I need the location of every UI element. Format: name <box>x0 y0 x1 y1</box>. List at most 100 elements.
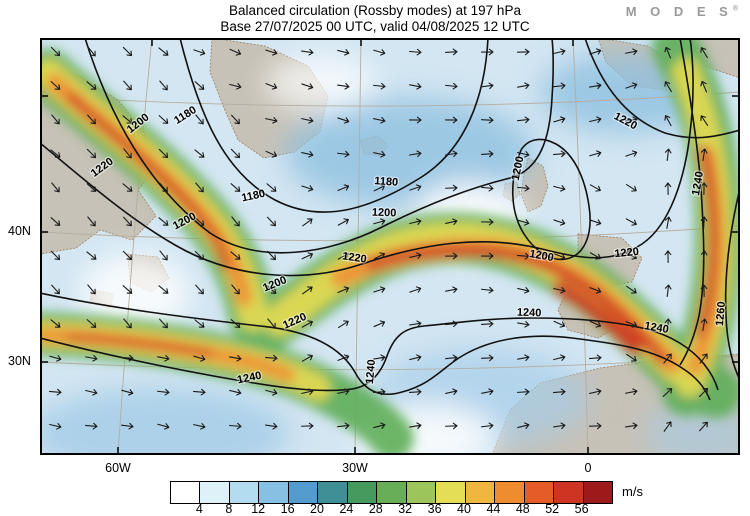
modes-logo-mark: ® <box>732 5 738 13</box>
wind-arrow <box>265 117 278 124</box>
colorbar-segment <box>524 482 555 503</box>
colorbar-segment <box>495 482 525 503</box>
wind-arrow <box>444 422 458 430</box>
colorbar-tick-label: 40 <box>457 502 471 516</box>
lat-label: 40N <box>8 224 31 238</box>
wind-arrow <box>122 250 133 261</box>
wind-arrow <box>553 48 566 55</box>
wind-arrow <box>230 148 241 159</box>
wind-arrow <box>265 150 278 158</box>
contour-label: 1240 <box>643 320 669 336</box>
wind-arrow <box>552 388 566 396</box>
wind-arrow <box>85 354 98 362</box>
wind-arrow <box>301 48 314 56</box>
wind-arrow <box>589 219 602 226</box>
wind-arrow <box>158 285 169 294</box>
arrows-layer <box>48 46 709 432</box>
lon-label: 30W <box>342 461 368 475</box>
wind-arrow <box>625 320 638 328</box>
wind-arrow <box>553 320 566 328</box>
wind-arrow <box>373 422 386 429</box>
wind-arrow <box>700 115 709 126</box>
wind-arrow <box>625 388 638 396</box>
wind-arrow <box>699 353 708 364</box>
wind-arrow <box>445 150 458 158</box>
wind-arrow <box>51 114 60 125</box>
wind-arrow <box>337 184 350 192</box>
wind-arrow <box>481 388 494 396</box>
wind-arrow <box>301 117 314 124</box>
chart-subtitle: Base 27/07/2025 00 UTC, valid 04/08/2025… <box>220 19 530 34</box>
wind-arrow <box>517 219 530 226</box>
wind-arrow <box>700 216 708 230</box>
wind-arrow <box>265 389 278 396</box>
wind-arrow <box>664 46 672 59</box>
contour-label: 1180 <box>374 175 399 189</box>
wind-arrow <box>409 252 422 259</box>
wind-arrow <box>336 150 350 158</box>
wind-arrow <box>664 81 672 93</box>
colorbar-segment <box>288 482 319 503</box>
wind-arrow <box>409 82 422 90</box>
wind-arrow <box>663 353 672 364</box>
wind-arrow <box>445 218 458 225</box>
wind-arrow <box>86 81 97 90</box>
wind-arrow <box>302 218 313 227</box>
modes-logo-text: M O D E S <box>625 4 733 19</box>
wind-arrow <box>123 318 132 329</box>
contour-label: 1240 <box>690 170 706 196</box>
wind-arrow <box>301 252 314 260</box>
colorbar-segment <box>554 482 584 503</box>
wind-arrow <box>700 148 708 161</box>
wind-arrow <box>444 354 458 362</box>
wind-arrow <box>373 49 386 56</box>
contour-1220-north <box>39 37 694 277</box>
wind-arrow <box>664 250 672 264</box>
wind-arrow <box>589 252 601 260</box>
wind-arrow <box>373 116 386 124</box>
wind-arrow <box>625 116 638 124</box>
wind-arrow <box>230 251 241 260</box>
wind-arrow <box>193 423 206 430</box>
wind-arrow <box>156 388 170 396</box>
colorbar-tick-label: 20 <box>310 502 324 516</box>
wind-arrow <box>121 389 134 396</box>
colorbar-segment <box>318 482 348 503</box>
wind-arrow <box>158 217 169 226</box>
colorbar-segment <box>171 482 201 503</box>
wind-arrow <box>158 47 169 56</box>
wind-arrow <box>516 48 530 56</box>
wind-arrow <box>159 80 168 91</box>
wind-arrow <box>664 318 672 332</box>
wind-arrow <box>86 183 97 192</box>
wind-arrow <box>87 46 96 57</box>
wind-arrow <box>552 150 566 158</box>
colorbar-segment <box>406 482 437 503</box>
wind-arrow <box>553 116 566 123</box>
colorbar-segment <box>347 482 378 503</box>
wind-arrow <box>517 354 530 362</box>
map-frame <box>40 38 740 455</box>
colorbar-segment <box>259 482 289 503</box>
wind-arrow <box>516 116 530 124</box>
contour-label: 1220 <box>614 246 640 260</box>
wind-arrow <box>231 216 240 227</box>
wind-arrow <box>664 284 672 298</box>
wind-arrow <box>373 286 386 293</box>
contour-label: 1200 <box>372 207 397 220</box>
wind-arrow <box>625 82 638 89</box>
wind-arrow <box>49 423 62 430</box>
colorbar-tick-label: 16 <box>280 502 295 516</box>
colorbar-tick-label: 28 <box>368 502 383 516</box>
wind-arrow <box>409 150 422 158</box>
wind-arrow <box>159 250 168 261</box>
wind-arrow <box>373 252 385 260</box>
wind-arrow <box>664 216 672 229</box>
colorbar-tick-label: 48 <box>515 502 530 516</box>
wind-arrow <box>122 46 133 57</box>
wind-arrow <box>85 389 98 396</box>
contour-1200-low <box>511 138 591 261</box>
contour-1180 <box>179 37 489 213</box>
wind-arrow <box>700 250 708 263</box>
wind-arrow <box>517 422 530 429</box>
